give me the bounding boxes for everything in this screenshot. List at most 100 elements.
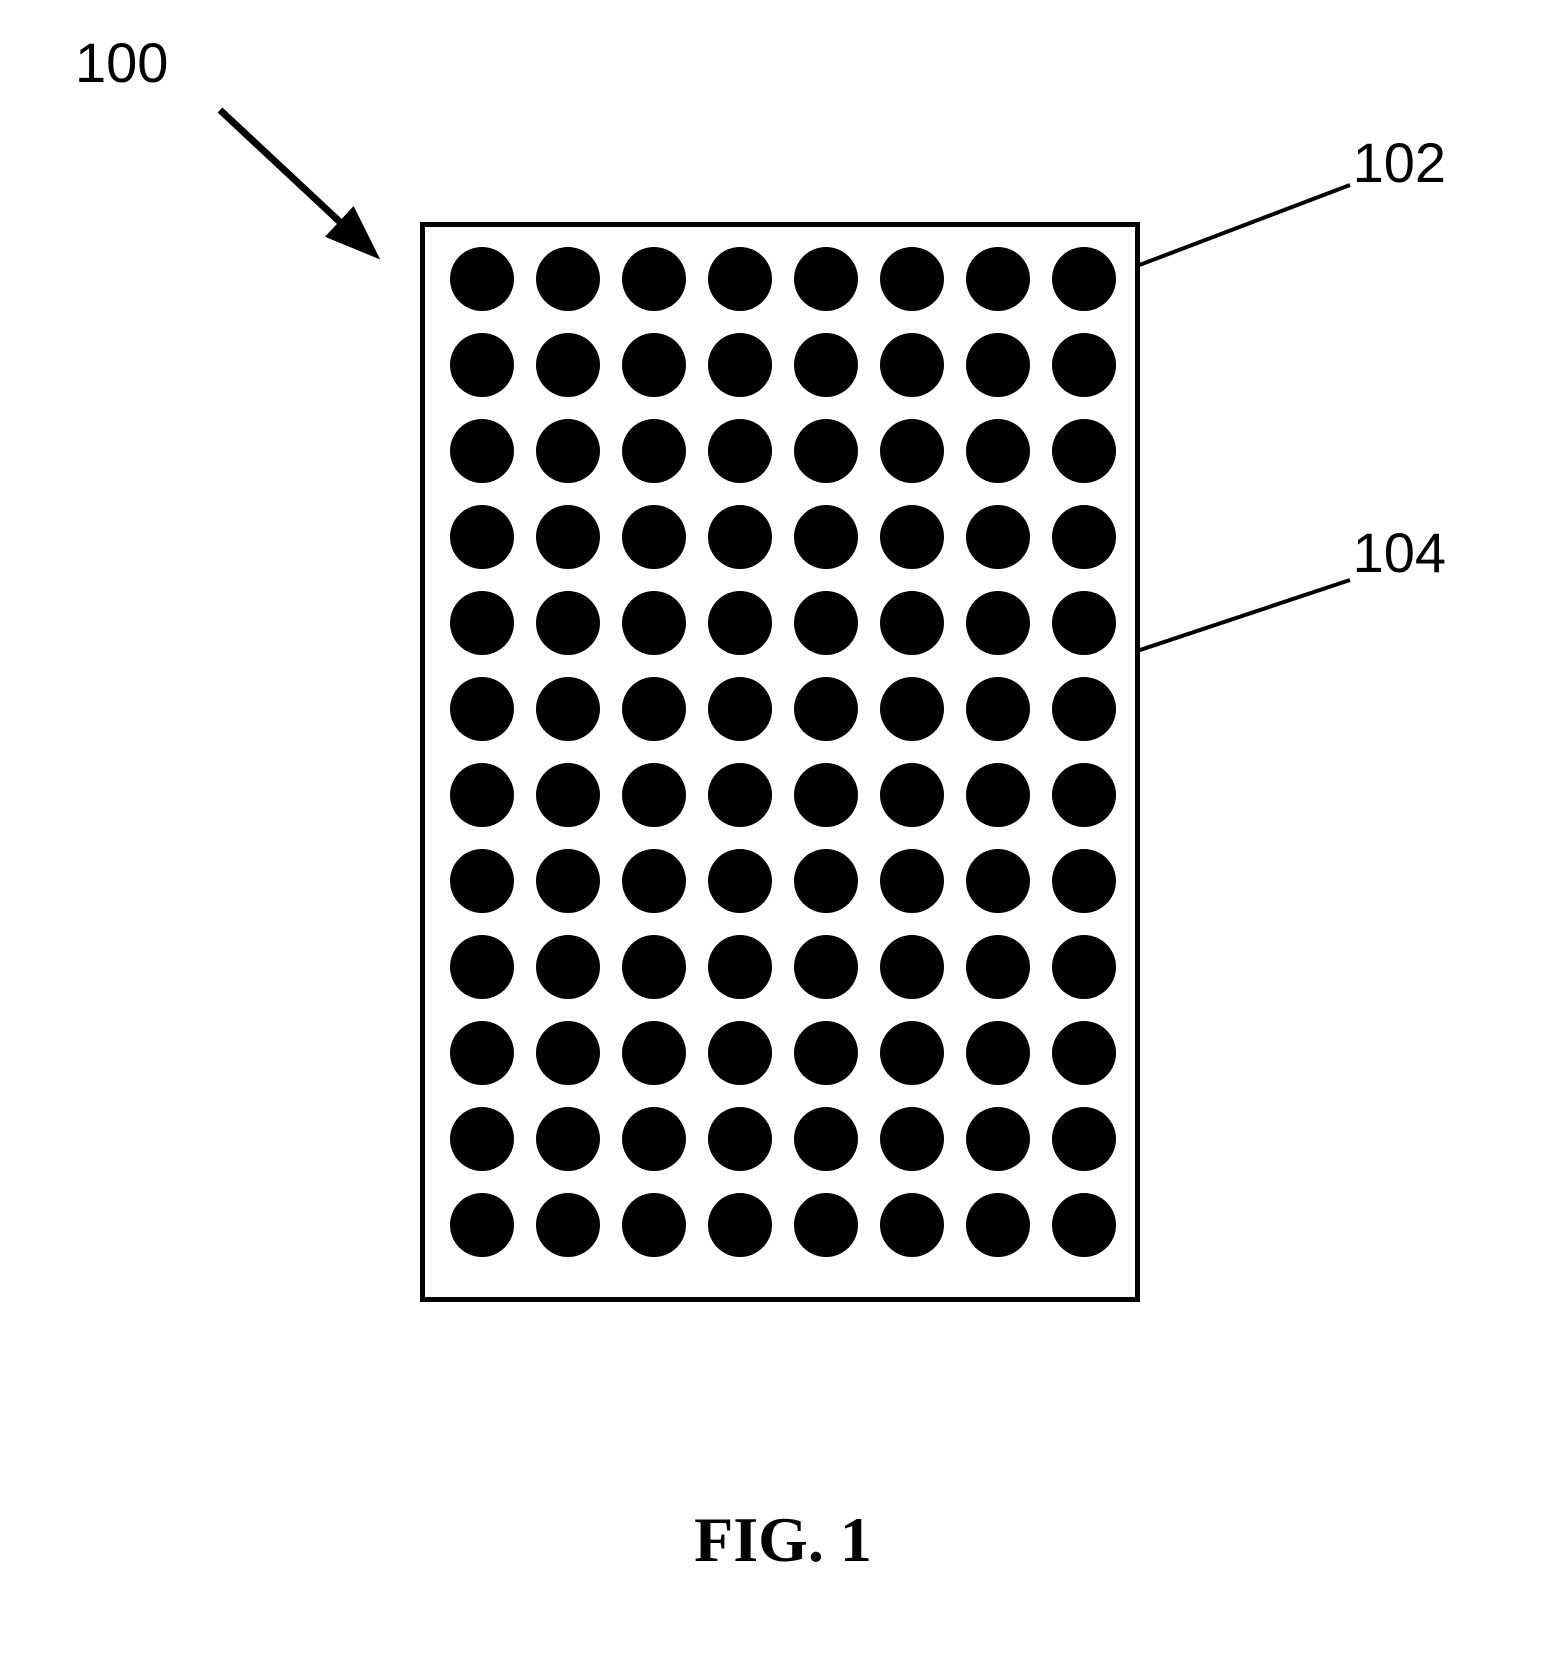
- well-dot: [966, 1193, 1030, 1257]
- well-dot: [536, 591, 600, 655]
- well-dot: [794, 333, 858, 397]
- well-dot: [708, 1193, 772, 1257]
- well-dot: [880, 505, 944, 569]
- well-dot: [966, 677, 1030, 741]
- well-dot: [708, 677, 772, 741]
- well-dot: [794, 591, 858, 655]
- well-dot: [622, 247, 686, 311]
- reference-label-100: 100: [75, 30, 168, 95]
- well-dot: [450, 1107, 514, 1171]
- well-dot: [1052, 849, 1116, 913]
- well-dot: [880, 247, 944, 311]
- well-dot: [450, 1021, 514, 1085]
- well-dot: [536, 1021, 600, 1085]
- well-dot: [880, 935, 944, 999]
- well-dot: [966, 333, 1030, 397]
- well-dot: [536, 419, 600, 483]
- well-dot: [708, 849, 772, 913]
- well-dot: [880, 763, 944, 827]
- well-dot: [966, 763, 1030, 827]
- figure-caption: FIG. 1: [694, 1503, 872, 1577]
- well-dot: [966, 1107, 1030, 1171]
- well-dot: [1052, 505, 1116, 569]
- well-dot: [966, 505, 1030, 569]
- well-dot: [622, 591, 686, 655]
- well-dot: [708, 419, 772, 483]
- well-dot: [622, 1107, 686, 1171]
- well-dot: [1052, 677, 1116, 741]
- figure-container: 100 102 104 FIG. 1: [0, 0, 1566, 1657]
- wells-grid: [450, 247, 1116, 1257]
- well-dot: [536, 1107, 600, 1171]
- well-dot: [794, 1021, 858, 1085]
- well-dot: [880, 1193, 944, 1257]
- well-dot: [536, 333, 600, 397]
- well-dot: [450, 333, 514, 397]
- well-dot: [794, 505, 858, 569]
- well-dot: [622, 1193, 686, 1257]
- well-dot: [880, 591, 944, 655]
- well-dot: [880, 419, 944, 483]
- well-dot: [880, 677, 944, 741]
- well-dot: [880, 333, 944, 397]
- well-dot: [708, 763, 772, 827]
- well-dot: [1052, 247, 1116, 311]
- well-dot: [708, 1107, 772, 1171]
- well-dot: [622, 1021, 686, 1085]
- well-dot: [966, 1021, 1030, 1085]
- well-dot: [450, 419, 514, 483]
- well-dot: [1052, 333, 1116, 397]
- well-dot: [1052, 419, 1116, 483]
- well-dot: [450, 677, 514, 741]
- well-dot: [1052, 1107, 1116, 1171]
- well-dot: [708, 935, 772, 999]
- well-dot: [1052, 1021, 1116, 1085]
- well-dot: [536, 849, 600, 913]
- well-dot: [880, 1107, 944, 1171]
- well-dot: [966, 849, 1030, 913]
- well-dot: [708, 333, 772, 397]
- well-dot: [966, 935, 1030, 999]
- well-dot: [450, 763, 514, 827]
- well-dot: [450, 935, 514, 999]
- well-dot: [450, 505, 514, 569]
- well-dot: [536, 247, 600, 311]
- well-dot: [622, 935, 686, 999]
- well-dot: [966, 247, 1030, 311]
- well-dot: [450, 247, 514, 311]
- well-dot: [622, 763, 686, 827]
- well-dot: [1052, 1193, 1116, 1257]
- well-dot: [1052, 935, 1116, 999]
- well-dot: [622, 419, 686, 483]
- well-dot: [536, 677, 600, 741]
- well-dot: [536, 1193, 600, 1257]
- well-dot: [880, 849, 944, 913]
- well-dot: [622, 677, 686, 741]
- well-dot: [794, 419, 858, 483]
- well-dot: [966, 419, 1030, 483]
- arrow-100: [220, 110, 370, 250]
- well-dot: [708, 1021, 772, 1085]
- well-dot: [708, 505, 772, 569]
- well-dot: [450, 591, 514, 655]
- well-dot: [622, 505, 686, 569]
- well-dot: [536, 763, 600, 827]
- well-dot: [1052, 763, 1116, 827]
- well-dot: [794, 677, 858, 741]
- well-dot: [622, 849, 686, 913]
- well-dot: [794, 247, 858, 311]
- well-dot: [966, 591, 1030, 655]
- well-dot: [536, 935, 600, 999]
- well-dot: [708, 247, 772, 311]
- well-dot: [450, 849, 514, 913]
- well-dot: [708, 591, 772, 655]
- well-dot: [794, 1107, 858, 1171]
- well-dot: [880, 1021, 944, 1085]
- well-dot: [536, 505, 600, 569]
- well-dot: [794, 849, 858, 913]
- well-plate: [420, 222, 1140, 1302]
- well-dot: [1052, 591, 1116, 655]
- reference-label-104: 104: [1353, 520, 1446, 585]
- well-dot: [622, 333, 686, 397]
- reference-label-102: 102: [1353, 130, 1446, 195]
